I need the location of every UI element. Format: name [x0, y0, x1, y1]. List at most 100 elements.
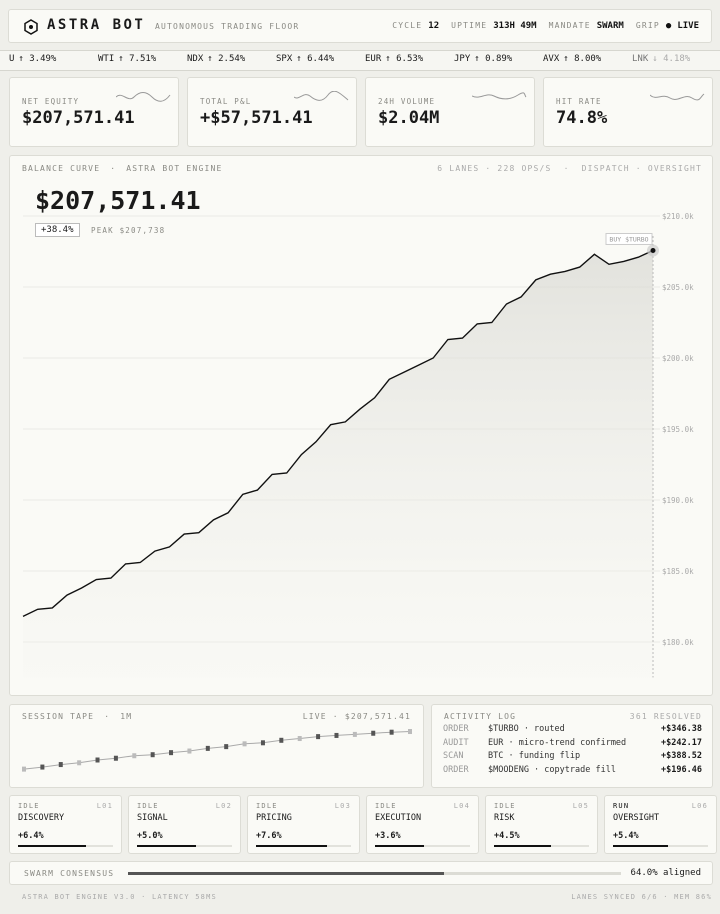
tape-tick: [95, 757, 100, 763]
ticker-item: WTI ↑ 7.51%: [98, 54, 156, 64]
headline: $207,571.41: [35, 186, 201, 215]
y-tick-label: $190.0k: [662, 496, 694, 505]
consensus-track: [128, 872, 621, 875]
stat-card: TOTAL P&L +$57,571.41: [187, 77, 357, 147]
log-text: $TURBO · routed: [488, 724, 565, 734]
lane-id: L04: [453, 802, 470, 810]
stat-card: NET EQUITY $207,571.41: [9, 77, 179, 147]
lane-progress: [613, 845, 669, 847]
lane-track: [375, 845, 470, 847]
sparkline-decoration: [472, 92, 527, 100]
tape-tick: [187, 748, 192, 754]
y-tick-label: $200.0k: [662, 354, 694, 363]
balance-panel: $180.0k $185.0k $190.0k $195.0k $200.0k $205.…: [9, 155, 713, 696]
lane-change: +5.0%: [137, 831, 163, 841]
tape-tick: [408, 729, 412, 735]
tape-tick: [242, 741, 247, 747]
meta: 6 LANES · 228 OPS/S · DISPATCH · OVERSIG…: [437, 164, 702, 173]
lane-card: RUN L06 OVERSIGHT +5.4%: [604, 795, 717, 854]
header: ASTRA BOT AUTONOMOUS TRADING FLOOR CYCLE…: [8, 9, 712, 43]
panel-header: BALANCE CURVE · ASTRA BOT ENGINE: [22, 164, 223, 173]
lane-progress: [494, 845, 551, 847]
footer-left: ASTRA BOT ENGINE V3.0 · LATENCY 58MS: [22, 893, 217, 901]
tape-line: [23, 731, 411, 770]
balance-line: [22, 249, 654, 618]
symbol: WTI: [98, 54, 115, 64]
session-tape: SESSION TAPE · 1M LIVE · $207,571.41: [9, 704, 424, 788]
title: ACTIVITY LOG: [444, 712, 517, 721]
lane-status: IDLE: [256, 802, 278, 810]
ticker-item: JPY ↑ 0.89%: [454, 54, 512, 64]
last-point: [650, 247, 656, 253]
consensus-fill: [128, 872, 444, 875]
balance-chart: $180.0k $185.0k $190.0k $195.0k $200.0k $205.…: [22, 212, 694, 678]
lane-track: [256, 845, 351, 847]
stat-value: $2.04M: [378, 108, 440, 128]
value: SWARM: [596, 21, 624, 31]
lane-id: L02: [215, 802, 232, 810]
lane-id: L05: [572, 802, 589, 810]
ticker-item: NDX ↑ 2.54%: [187, 54, 245, 64]
symbol: LNK: [632, 54, 649, 64]
lane-track: [137, 845, 232, 847]
source: ASTRA BOT ENGINE: [126, 164, 223, 173]
ticker: U ↑ 3.49% WTI ↑ 7.51% NDX ↑ 2.54% SPX ↑ 6.44% EU…: [0, 50, 720, 71]
sparkline-decoration: [472, 92, 527, 100]
y-tick-label: $210.0k: [662, 212, 694, 221]
log-amount: +$388.52: [661, 751, 702, 761]
annotation: BUY $TURBO: [609, 235, 648, 243]
window: 1M: [120, 712, 133, 721]
ticker-item: LNK ↓ 4.18%: [632, 54, 690, 64]
label: UPTIME: [451, 21, 488, 30]
stat-label: HIT RATE: [556, 97, 602, 106]
count: 361 RESOLVED: [629, 712, 702, 721]
title: SESSION TAPE: [22, 712, 95, 721]
log-kind: ORDER: [443, 764, 469, 775]
ticker-item: U ↑ 3.49%: [9, 54, 56, 64]
brand: ASTRA BOT: [47, 17, 146, 33]
label: GRIP: [635, 21, 660, 30]
lane-progress: [256, 845, 328, 847]
y-tick-label: $180.0k: [662, 638, 694, 647]
lane-change: +3.6%: [375, 831, 401, 841]
symbol: U: [9, 54, 15, 64]
consensus-text: 64.0% aligned: [630, 868, 701, 878]
tape-status: LIVE · $207,571.41: [302, 712, 411, 721]
change-badge: +38.4%: [35, 223, 80, 237]
lane-id: L01: [96, 802, 113, 810]
peak: PEAK $207,738: [91, 226, 166, 235]
lane-change: +7.6%: [256, 831, 282, 841]
lane-track: [613, 845, 708, 847]
symbol: NDX: [187, 54, 204, 64]
tape-tick: [169, 750, 174, 756]
tape-tick: [205, 745, 210, 751]
log-kind: ORDER: [443, 724, 469, 734]
move: ↑ 0.89%: [474, 54, 513, 64]
value: 12: [428, 21, 440, 31]
stat-label: TOTAL P&L: [200, 97, 252, 106]
activity-log: ACTIVITY LOG 361 RESOLVED ORDER $TURBO · …: [431, 704, 713, 788]
lane-track: [494, 845, 589, 847]
lane-change: +6.4%: [18, 831, 44, 841]
lane-progress: [375, 845, 425, 847]
lane-card: IDLE L05 RISK +4.5%: [485, 795, 598, 854]
log-amount: +$196.46: [661, 764, 702, 775]
tape-tick: [77, 760, 82, 766]
move: ↑ 3.49%: [18, 54, 57, 64]
annotation-box: [605, 232, 653, 245]
separator: ·: [110, 164, 117, 173]
tape-header: SESSION TAPE · 1M: [22, 712, 132, 721]
stat-label: 24H VOLUME: [378, 97, 436, 106]
label: SWARM CONSENSUS: [24, 869, 115, 878]
lane-card: IDLE L04 EXECUTION +3.6%: [366, 795, 479, 854]
lane-track: [18, 845, 113, 847]
logo: [24, 19, 38, 35]
lane-name: SIGNAL: [137, 813, 168, 823]
separator: ·: [104, 712, 111, 721]
tape-tick: [389, 729, 394, 735]
lane-name: OVERSIGHT: [613, 813, 660, 823]
tape-tick: [297, 736, 302, 742]
lane-progress: [137, 845, 196, 847]
stat-value: $207,571.41: [22, 108, 135, 128]
